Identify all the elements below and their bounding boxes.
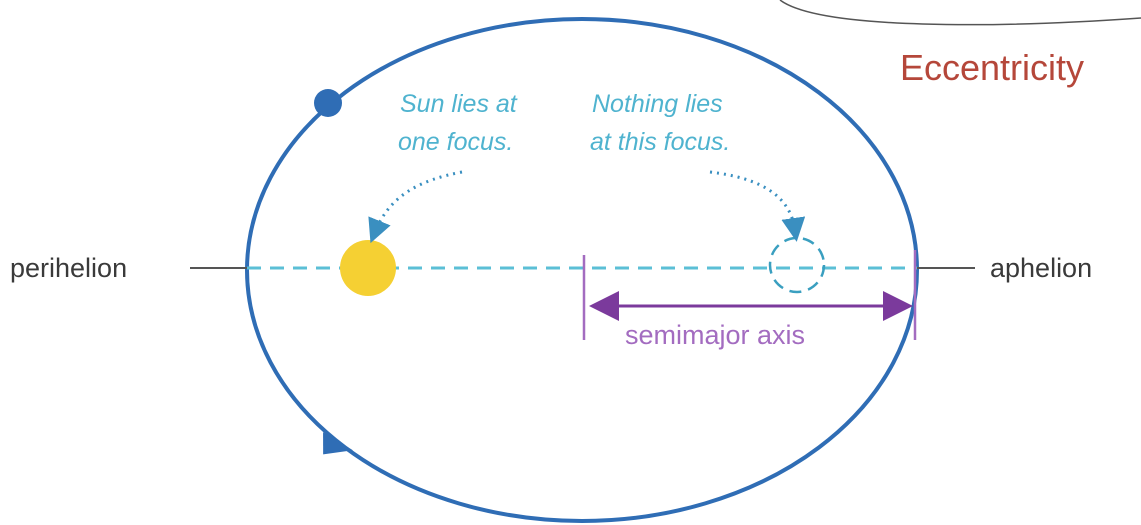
orbit	[245, 17, 919, 523]
aphelion-label: aphelion	[990, 253, 1092, 283]
empty-pointer	[709, 170, 806, 242]
sun	[340, 240, 396, 296]
sun-note: one focus.	[398, 128, 513, 156]
empty-note: at this focus.	[590, 128, 730, 156]
direction-arrow	[323, 432, 353, 455]
empty-focus	[768, 236, 826, 294]
planet	[314, 89, 342, 117]
perihelion-label: perihelion	[10, 253, 127, 283]
empty-note: Nothing lies	[592, 90, 723, 118]
title: Eccentricity	[900, 47, 1084, 88]
sun-note: Sun lies at	[400, 90, 518, 118]
sun-pointer	[368, 170, 463, 244]
semimajor-label: semimajor axis	[625, 320, 805, 350]
partial-ellipse	[779, 0, 1141, 26]
